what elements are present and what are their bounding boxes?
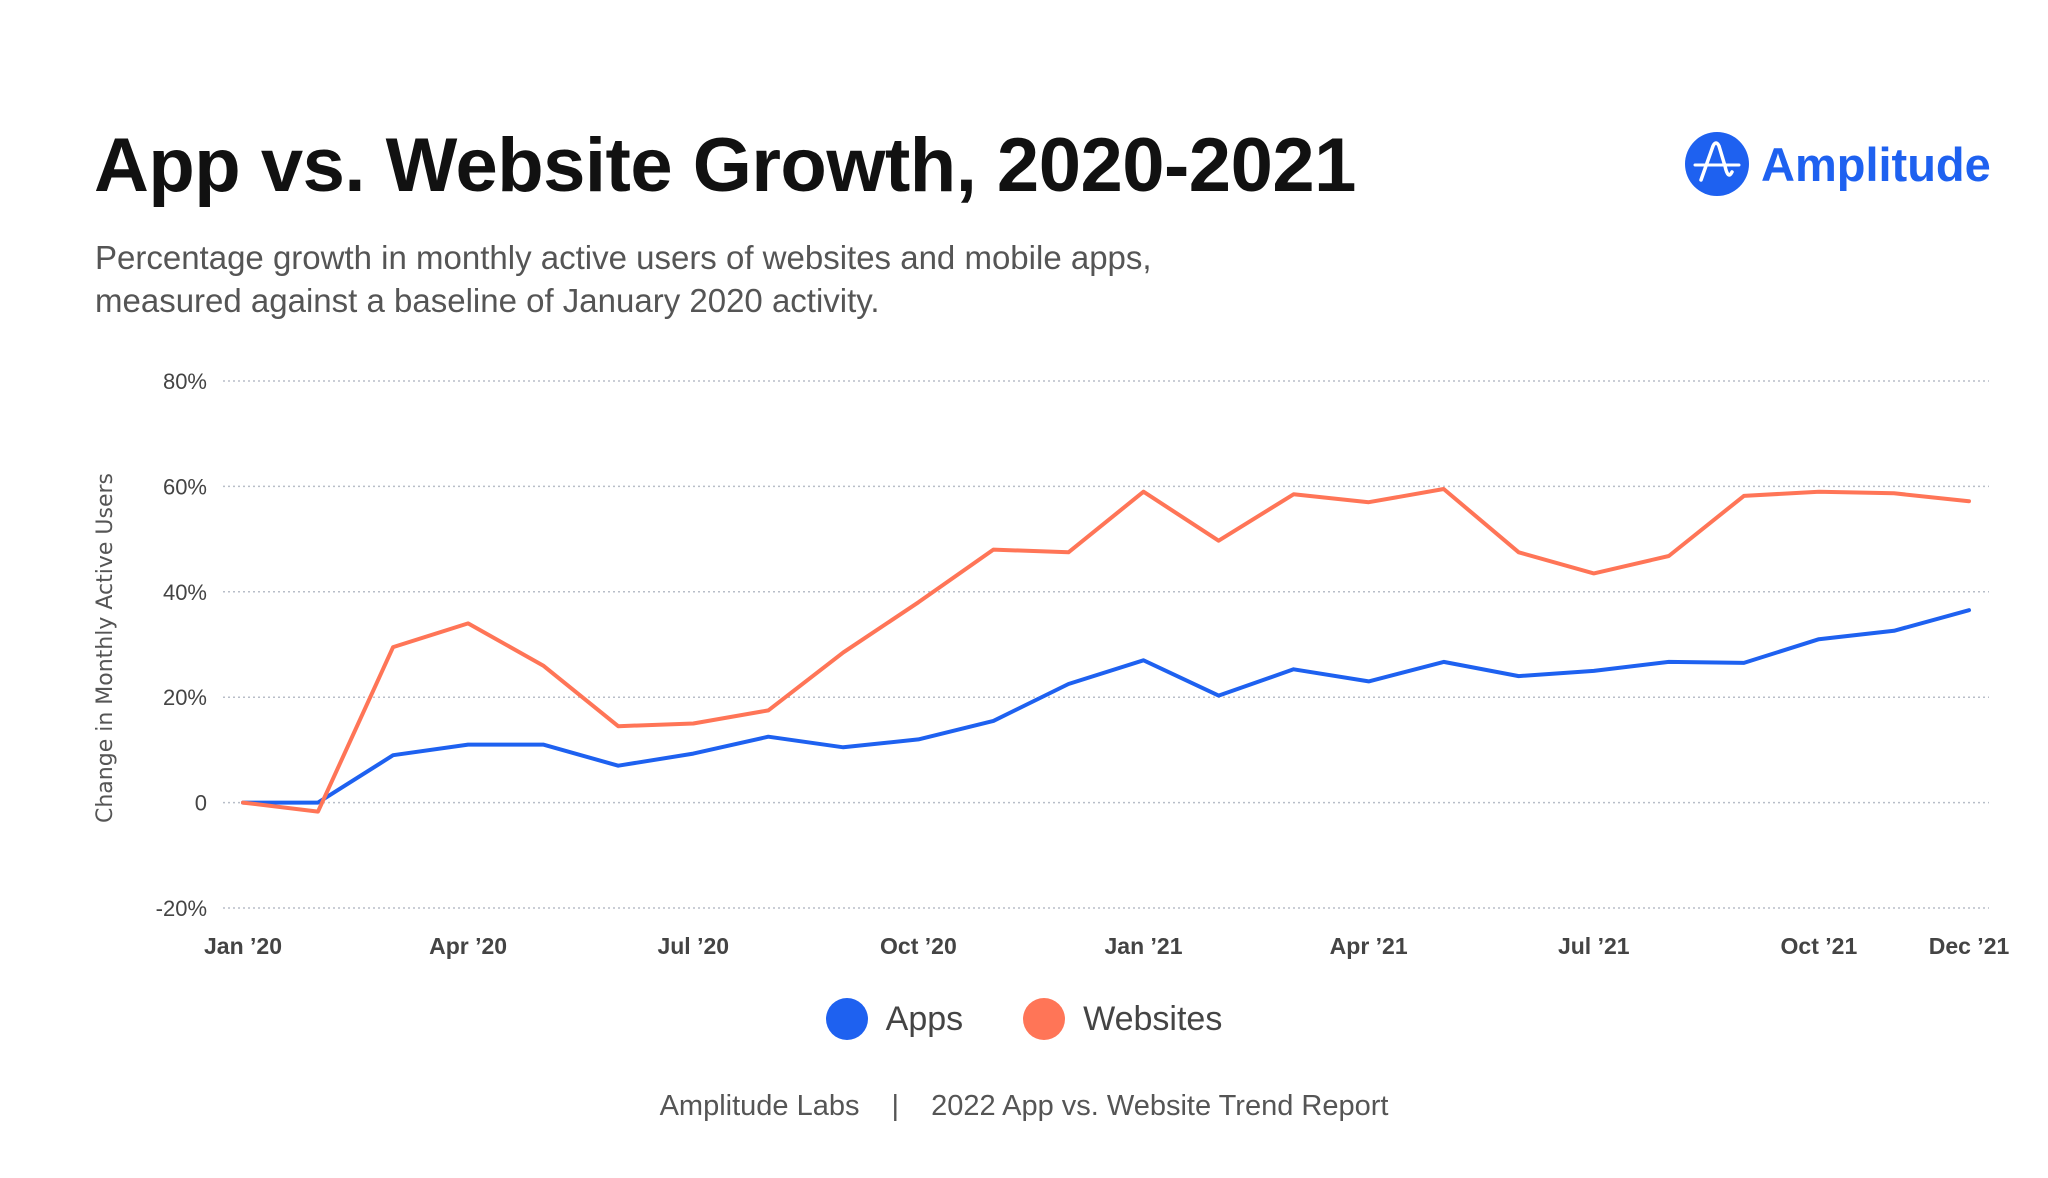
x-tick-label: Apr ’21 xyxy=(1330,933,1408,959)
legend-item-websites: Websites xyxy=(1023,998,1222,1040)
logo-text: Amplitude xyxy=(1761,137,1991,191)
y-tick-label: 20% xyxy=(163,685,207,710)
legend-label-apps: Apps xyxy=(885,999,964,1038)
amplitude-logo: Amplitude xyxy=(1685,132,1991,196)
legend-item-apps: Apps xyxy=(825,998,964,1040)
x-tick-labels: Jan ’20 Apr ’20 Jul ’20 Oct ’20 Jan ’21 Apr ’… xyxy=(204,933,2009,959)
subtitle-line-1: Percentage growth in monthly active user… xyxy=(95,239,1152,276)
subtitle-line-2: measured against a baseline of January 2… xyxy=(95,282,880,319)
gridlines xyxy=(223,380,1989,909)
legend-swatch-websites xyxy=(1023,998,1066,1040)
footer-report: 2022 App vs. Website Trend Report xyxy=(931,1090,1389,1122)
series-line-websites xyxy=(241,487,1971,814)
x-tick-label: Jul ’21 xyxy=(1558,933,1630,959)
footer: Amplitude Labs | 2022 App vs. Website Tr… xyxy=(0,1090,2048,1123)
x-tick-label: Apr ’20 xyxy=(429,933,507,959)
x-tick-label: Oct ’20 xyxy=(880,933,957,959)
x-tick-label: Oct ’21 xyxy=(1781,933,1858,959)
x-tick-label: Jul ’20 xyxy=(657,933,729,959)
x-tick-label: Dec ’21 xyxy=(1929,933,2010,959)
chart-title: App vs. Website Growth, 2020-2021 xyxy=(94,123,1356,208)
x-tick-label: Jan ’21 xyxy=(1105,933,1183,959)
series-line-apps xyxy=(241,608,1971,805)
legend-label-websites: Websites xyxy=(1083,999,1223,1038)
x-tick-label: Jan ’20 xyxy=(204,933,282,959)
amplitude-logo-icon xyxy=(1685,132,1749,196)
y-tick-labels: -20% 0 20% 40% 60% 80% xyxy=(156,369,207,921)
y-tick-label: 0 xyxy=(195,791,207,816)
legend: Apps Websites xyxy=(0,998,2048,1040)
y-tick-label: 60% xyxy=(163,474,207,499)
y-tick-label: 80% xyxy=(163,369,207,394)
y-axis-label: Change in Monthly Active Users xyxy=(93,473,118,823)
y-tick-label: -20% xyxy=(156,896,207,921)
legend-swatch-apps xyxy=(825,998,868,1040)
series-lines xyxy=(241,487,1971,814)
y-tick-label: 40% xyxy=(163,580,207,605)
chart-subtitle: Percentage growth in monthly active user… xyxy=(95,236,1395,322)
footer-source: Amplitude Labs xyxy=(659,1090,860,1122)
footer-separator: | xyxy=(891,1090,900,1122)
